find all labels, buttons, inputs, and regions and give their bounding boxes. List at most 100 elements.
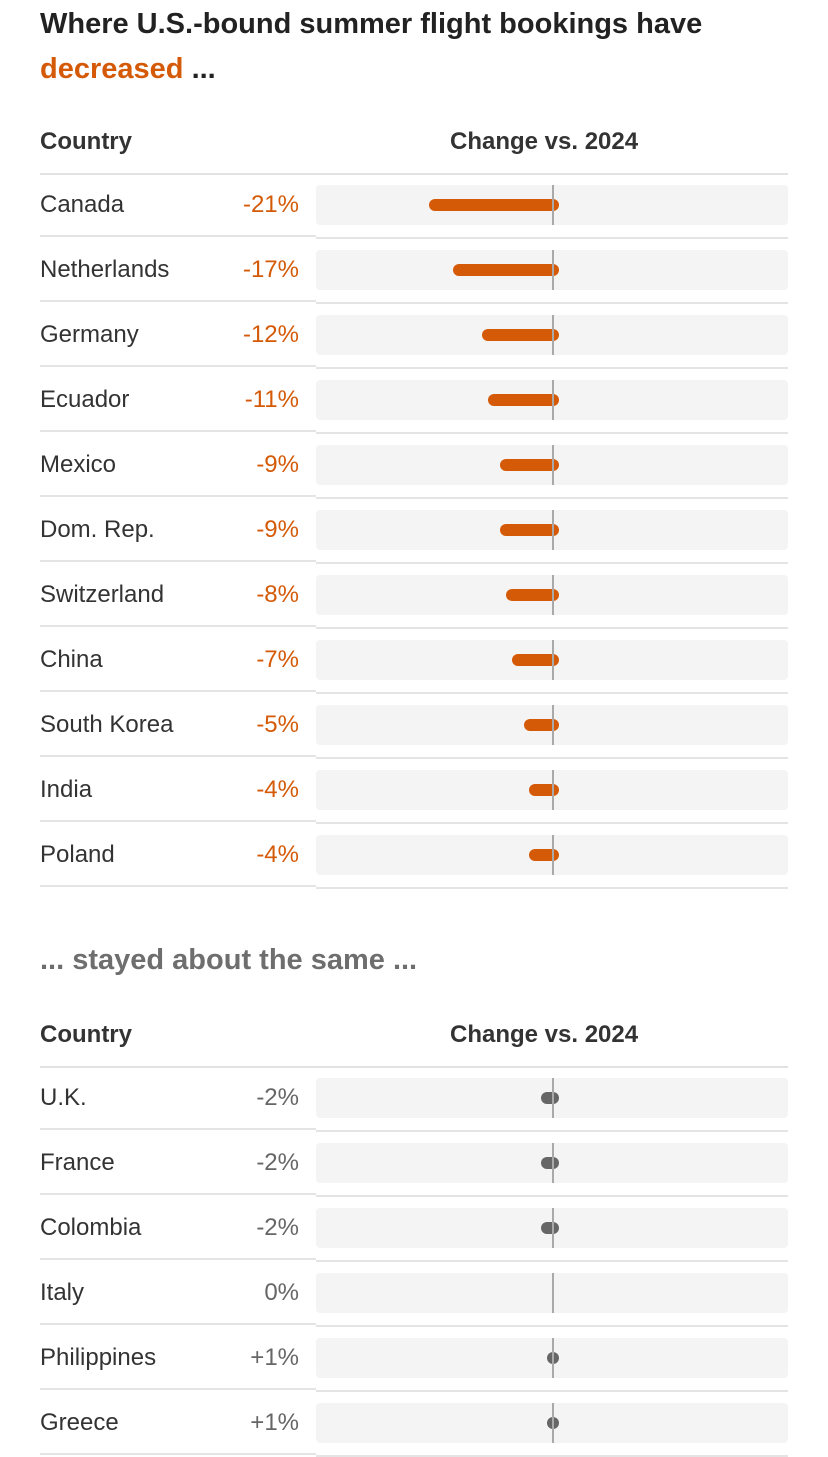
table-row: Dom. Rep. -9% <box>40 500 788 564</box>
table-row: U.K. -2% <box>40 1068 788 1132</box>
row-divider <box>40 430 316 432</box>
country-name: Ecuador <box>40 386 130 413</box>
row-divider <box>316 302 788 304</box>
row-divider <box>40 1193 316 1195</box>
country-name: India <box>40 776 93 803</box>
title-suffix: ... <box>191 53 216 85</box>
row-divider <box>40 1128 316 1130</box>
section-title-same: ... stayed about the same ... <box>40 944 418 976</box>
country-name: Philippines <box>40 1344 157 1371</box>
chart-title: Where U.S.-bound summer flight bookings … <box>40 2 800 92</box>
row-divider <box>316 887 788 889</box>
table-row: Greece +1% <box>40 1393 788 1457</box>
country-name: Greece <box>40 1409 119 1436</box>
zero-line <box>552 1208 554 1248</box>
row-divider <box>40 300 316 302</box>
row-divider <box>316 822 788 824</box>
bar-canada <box>429 199 559 211</box>
row-divider <box>316 1130 788 1132</box>
row-divider <box>40 235 316 237</box>
row-divider <box>316 1195 788 1197</box>
zero-line <box>552 1273 554 1313</box>
row-divider <box>316 757 788 759</box>
change-value: -21% <box>242 191 299 218</box>
table-row: Ecuador -11% <box>40 370 788 434</box>
zero-line <box>552 1338 554 1378</box>
row-divider <box>40 625 316 627</box>
zero-line <box>552 770 554 810</box>
change-column-header: Change vs. 2024 <box>450 1021 639 1048</box>
row-divider <box>316 562 788 564</box>
change-value: -11% <box>244 386 299 413</box>
country-name: Switzerland <box>40 581 165 608</box>
change-value: -4% <box>256 776 299 803</box>
zero-line <box>552 380 554 420</box>
row-divider <box>40 495 316 497</box>
country-name: China <box>40 646 103 673</box>
table-row: Netherlands -17% <box>40 240 788 304</box>
row-divider <box>40 1453 316 1455</box>
country-name: France <box>40 1149 115 1176</box>
table-row: Mexico -9% <box>40 435 788 499</box>
change-value: 0% <box>264 1279 299 1306</box>
row-divider <box>316 1390 788 1392</box>
change-value: -2% <box>256 1149 299 1176</box>
bar-netherlands <box>452 264 559 276</box>
country-name: Italy <box>40 1279 85 1306</box>
header-divider <box>40 1066 788 1068</box>
country-name: Germany <box>40 321 139 348</box>
zero-line <box>552 445 554 485</box>
zero-line <box>552 575 554 615</box>
row-divider <box>316 367 788 369</box>
title-main: Where U.S.-bound summer flight bookings … <box>40 8 703 40</box>
row-divider <box>316 237 788 239</box>
change-value: -9% <box>256 451 299 478</box>
change-value: -8% <box>256 581 299 608</box>
zero-line <box>552 1403 554 1443</box>
country-name: Dom. Rep. <box>40 516 155 543</box>
zero-line <box>552 315 554 355</box>
country-name: Poland <box>40 841 115 868</box>
change-value: -2% <box>256 1214 299 1241</box>
bar-france <box>541 1157 559 1169</box>
table-row: Italy 0% <box>40 1263 788 1327</box>
zero-line <box>552 510 554 550</box>
row-divider <box>316 1325 788 1327</box>
row-divider <box>40 1323 316 1325</box>
table-row: Switzerland -8% <box>40 565 788 629</box>
country-name: Mexico <box>40 451 117 478</box>
change-value: -7% <box>256 646 299 673</box>
change-column-header: Change vs. 2024 <box>450 128 639 155</box>
row-divider <box>40 1258 316 1260</box>
country-column-header: Country <box>40 128 132 155</box>
bar-mexico <box>499 459 559 471</box>
row-divider <box>316 692 788 694</box>
row-divider <box>40 560 316 562</box>
bar-india <box>529 784 559 796</box>
country-name: Canada <box>40 191 125 218</box>
bar-dom-rep <box>499 524 559 536</box>
table-row: Canada -21% <box>40 175 788 239</box>
change-value: -4% <box>256 841 299 868</box>
bar-u-k <box>541 1092 559 1104</box>
zero-line <box>552 835 554 875</box>
bar-china <box>511 654 559 666</box>
bar-poland <box>529 849 559 861</box>
change-value: -17% <box>242 256 299 283</box>
zero-line <box>552 1143 554 1183</box>
bar-south-korea <box>523 719 559 731</box>
zero-line <box>552 1078 554 1118</box>
change-value: +1% <box>250 1344 299 1371</box>
bar-ecuador <box>488 394 559 406</box>
row-divider <box>316 1260 788 1262</box>
change-value: +1% <box>250 1409 299 1436</box>
change-value: -12% <box>242 321 299 348</box>
bar-colombia <box>541 1222 559 1234</box>
change-value: -9% <box>256 516 299 543</box>
zero-line <box>552 640 554 680</box>
country-name: South Korea <box>40 711 174 738</box>
row-divider <box>316 432 788 434</box>
row-divider <box>40 820 316 822</box>
table-header-1: Country Change vs. 2024 <box>40 122 788 162</box>
table-row: China -7% <box>40 630 788 694</box>
